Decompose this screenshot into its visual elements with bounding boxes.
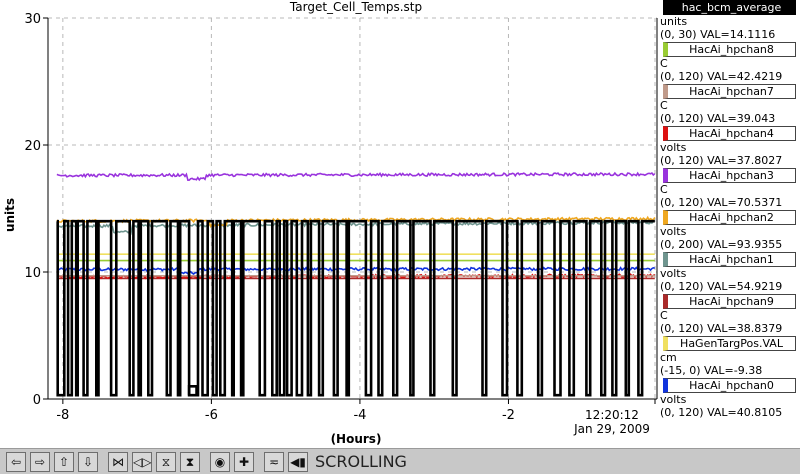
y-tick-label: 10 (24, 266, 41, 281)
legend-unit: C (660, 99, 668, 112)
legend-range-value: (0, 120) VAL=70.5371 (660, 196, 783, 209)
x-tick-label: -2 (502, 408, 515, 423)
add-trace-button[interactable]: ✚ (234, 452, 254, 472)
y-axis-label: units (3, 198, 17, 232)
legend-unit: C (660, 57, 668, 70)
series-line (56, 219, 655, 397)
legend-range-value: (0, 200) VAL=93.9355 (660, 238, 783, 251)
y-tick-label: 30 (24, 12, 41, 27)
toolbar: SCROLLING ⇦ ⇨ ⇧ ⇩ ⋈ ◁▷ ⧖ ⧗ ◉ ✚ ≂ ◀▮ (0, 448, 800, 474)
legend-range-value: (0, 120) VAL=42.4219 (660, 70, 783, 83)
x-tick-label: -6 (205, 408, 218, 423)
scroll-right-button[interactable]: ⇨ (30, 452, 50, 472)
legend-range-value: (0, 120) VAL=37.8027 (660, 154, 783, 167)
expand-horizontal-button[interactable]: ⋈ (108, 452, 128, 472)
legend-unit: volts (660, 141, 687, 154)
legend-unit: cm (660, 351, 677, 364)
legend-unit: volts (660, 225, 687, 238)
legend-series-name[interactable]: HaGenTargPos.VAL (663, 336, 796, 351)
strip-chart[interactable]: 0 10 20 30 -8 -6 -4 -2 Target_Cell_Temps.stp (Hou… (0, 0, 660, 448)
chart-title: Target_Cell_Temps.stp (289, 0, 422, 14)
y-tick-label: 0 (33, 393, 41, 408)
scroll-left-button[interactable]: ⇦ (6, 452, 26, 472)
legend-series-name[interactable]: HacAi_hpchan4 (663, 126, 796, 141)
legend-series-name[interactable]: HacAi_hpchan2 (663, 210, 796, 225)
scroll-up-button[interactable]: ⇧ (54, 452, 74, 472)
legend-series-name[interactable]: HacAi_hpchan1 (663, 252, 796, 267)
mode-toggle-button[interactable]: ◀▮ (288, 452, 308, 472)
compress-vertical-button[interactable]: ⧗ (180, 452, 200, 472)
legend-series-name[interactable]: HacAi_hpchan0 (663, 378, 796, 393)
legend-series-name[interactable]: hac_bcm_average (663, 0, 796, 15)
legend-range-value: (0, 120) VAL=38.8379 (660, 322, 783, 335)
legend-unit: C (660, 183, 668, 196)
time-label: 12:20:12 (585, 408, 639, 422)
legend-range-value: (-15, 0) VAL=-9.38 (660, 364, 763, 377)
series-line (187, 385, 198, 396)
legend-range-value: (0, 120) VAL=54.9219 (660, 280, 783, 293)
legend-series-name[interactable]: HacAi_hpchan7 (663, 84, 796, 99)
legend-unit: volts (660, 267, 687, 280)
x-tick-label: -8 (56, 408, 69, 423)
legend-range-value: (0, 30) VAL=14.1116 (660, 28, 776, 41)
expand-vertical-button[interactable]: ⧖ (156, 452, 176, 472)
legend-range-value: (0, 120) VAL=39.043 (660, 112, 776, 125)
legend-series-name[interactable]: HacAi_hpchan9 (663, 294, 796, 309)
zoom-reset-button[interactable]: ◉ (210, 452, 230, 472)
mode-label: SCROLLING (315, 452, 407, 471)
series-line (56, 171, 656, 182)
legend-series-name[interactable]: HacAi_hpchan3 (663, 168, 796, 183)
date-label: Jan 29, 2009 (573, 422, 650, 436)
legend-unit: C (660, 309, 668, 322)
scroll-down-button[interactable]: ⇩ (78, 452, 98, 472)
legend-unit: volts (660, 393, 687, 406)
x-tick-label: -4 (353, 408, 366, 423)
x-axis-label: (Hours) (331, 432, 382, 446)
legend: hac_bcm_average units (0, 30) VAL=14.1116 H… (660, 0, 800, 420)
y-tick-label: 20 (24, 139, 41, 154)
legend-series-name[interactable]: HacAi_hpchan8 (663, 42, 796, 57)
compress-horizontal-button[interactable]: ◁▷ (132, 452, 152, 472)
autoscale-button[interactable]: ≂ (264, 452, 284, 472)
legend-range-value: (0, 120) VAL=40.8105 (660, 406, 783, 419)
legend-unit: units (660, 15, 688, 28)
